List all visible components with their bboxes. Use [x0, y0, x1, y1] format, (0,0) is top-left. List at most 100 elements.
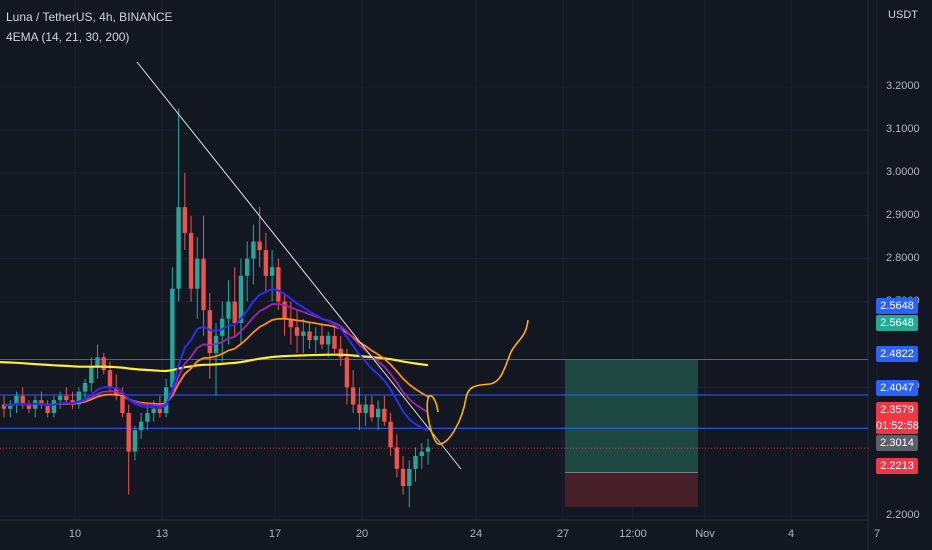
price-tag-value: 2.5648 [880, 317, 914, 329]
price-tag: 2.4822 [876, 346, 918, 362]
candle-body [394, 447, 400, 469]
candle-body [176, 207, 181, 289]
candle-body [388, 421, 393, 448]
candle-body [107, 370, 113, 388]
candle-body [332, 335, 337, 349]
position-target-zone [565, 359, 698, 473]
candle-body [101, 357, 106, 371]
candle-body [195, 258, 200, 289]
y-tick-label: 2.8000 [886, 251, 920, 264]
candle-body [151, 408, 156, 414]
candle-body [419, 451, 424, 456]
candle-countdown: 01:52:58 [876, 420, 919, 432]
x-tick-label: 24 [469, 528, 483, 540]
candle-body [338, 348, 343, 358]
candle-body [145, 413, 150, 422]
candle-body [76, 391, 82, 405]
y-tick-label: 3.0000 [886, 165, 920, 178]
candle-body [301, 331, 306, 336]
price-tag: 2.4047 [876, 380, 918, 396]
price-tag-value: 2.2213 [880, 460, 914, 472]
ema-14-line [3, 287, 429, 432]
candle-body [400, 468, 406, 486]
price-tag: 2.5648 [876, 298, 918, 314]
candle-body [120, 395, 125, 414]
candle-body [126, 413, 131, 452]
candle-body [188, 232, 194, 289]
x-tick-label: 7 [873, 528, 881, 540]
candle-body [257, 241, 262, 251]
candle-body [276, 267, 281, 302]
candle-body [319, 335, 325, 345]
candle-body [138, 421, 144, 431]
candle-body [157, 408, 163, 414]
x-tick-label: 20 [355, 528, 369, 540]
candle-body [251, 241, 256, 259]
candle-body [82, 383, 88, 392]
price-tag-value: 2.3014 [880, 437, 914, 449]
candle-body [238, 275, 244, 323]
candle-body [95, 357, 100, 366]
candle-body [8, 404, 13, 409]
candle-body [14, 395, 19, 405]
ema-200-line [0, 353, 429, 373]
candle-body [64, 395, 69, 401]
candle-body [170, 288, 175, 388]
candle-body [425, 447, 431, 452]
y-tick-label: 3.1000 [886, 122, 920, 135]
candle-body [201, 258, 206, 311]
candle-body [163, 387, 169, 414]
candle-body [132, 430, 138, 452]
indicator-legend[interactable]: 4EMA (14, 21, 30, 200) [6, 30, 130, 44]
price-tag-value: 2.4047 [880, 382, 914, 394]
candle-body [375, 408, 381, 418]
candle-body [313, 335, 318, 341]
candle-body [45, 404, 50, 414]
candle-body [407, 468, 412, 486]
candle-body [307, 331, 312, 341]
x-tick-label: 27 [556, 528, 570, 540]
y-tick-label: 2.9000 [886, 208, 920, 221]
candle-body [1, 404, 7, 409]
candle-body [51, 400, 57, 414]
x-tick-label: 4 [787, 528, 795, 540]
candle-body [413, 455, 418, 469]
candle-body [226, 301, 231, 319]
price-tag: 2.5648 [876, 315, 918, 331]
y-tick-label: 3.2000 [886, 80, 920, 93]
symbol-title: Luna / TetherUS, 4h, BINANCE [6, 10, 173, 24]
x-tick-label: Nov [695, 528, 715, 540]
price-tag-value: 2.5648 [880, 300, 914, 312]
x-tick-label: 10 [68, 528, 82, 540]
x-tick-label: 12:00 [619, 528, 647, 540]
candle-body [263, 250, 269, 276]
candle-body [294, 327, 300, 336]
candle-body [89, 365, 94, 384]
candle-body [369, 404, 375, 418]
candle-body [39, 400, 44, 405]
price-tag: 2.3014 [876, 435, 918, 451]
x-tick-label: 17 [268, 528, 282, 540]
candle-body [363, 404, 368, 414]
trendline-drawing [136, 61, 462, 470]
price-tag-value: 2.4822 [880, 348, 914, 360]
candle-body [288, 318, 294, 328]
y-tick-label: 2.2000 [886, 509, 920, 521]
candle-body [26, 404, 32, 409]
price-tag-value: 2.3579 [880, 404, 914, 416]
candle-body [344, 357, 350, 388]
candle-body [326, 335, 331, 345]
candle-body [20, 395, 25, 405]
candle-body [382, 408, 387, 422]
candle-body [232, 301, 237, 323]
candle-body [350, 387, 356, 405]
candle-body [269, 267, 275, 276]
price-tag: 2.2213 [876, 458, 918, 474]
candle-body [207, 310, 212, 354]
candle-body [182, 207, 188, 233]
candle-body [220, 318, 225, 336]
projection-path-drawing [426, 319, 529, 445]
candle-body [244, 258, 250, 276]
position-stop-zone [565, 472, 698, 507]
